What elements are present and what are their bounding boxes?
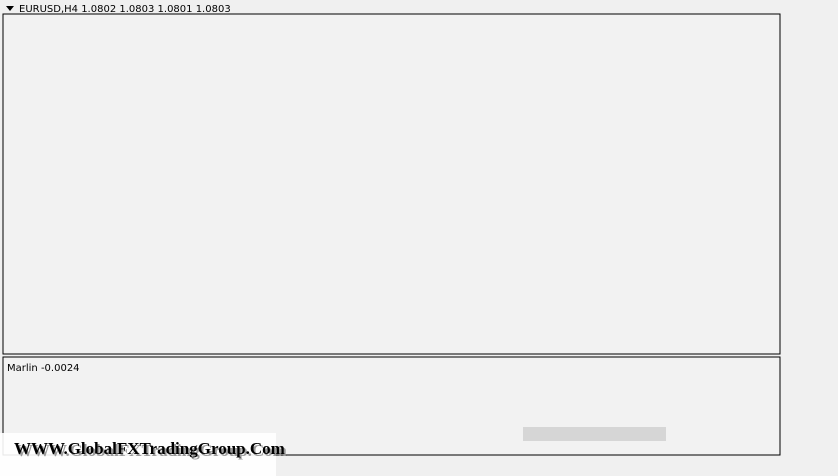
watermark-box xyxy=(0,433,276,476)
indicator-title: Marlin -0.0024 xyxy=(7,363,80,374)
main-panel xyxy=(2,13,781,355)
chart-title: EURUSD,H4 1.0802 1.0803 1.0801 1.0803 xyxy=(19,4,231,15)
watermark-text: WWW.GlobalFXTradingGroup.Com xyxy=(14,439,285,458)
watermark: WWW.GlobalFXTradingGroup.Com WWW.GlobalF… xyxy=(0,433,287,476)
highlight-box xyxy=(523,427,666,441)
menu-triangle[interactable] xyxy=(6,6,14,11)
watermark-shadow: WWW.GlobalFXTradingGroup.Com xyxy=(16,441,287,460)
